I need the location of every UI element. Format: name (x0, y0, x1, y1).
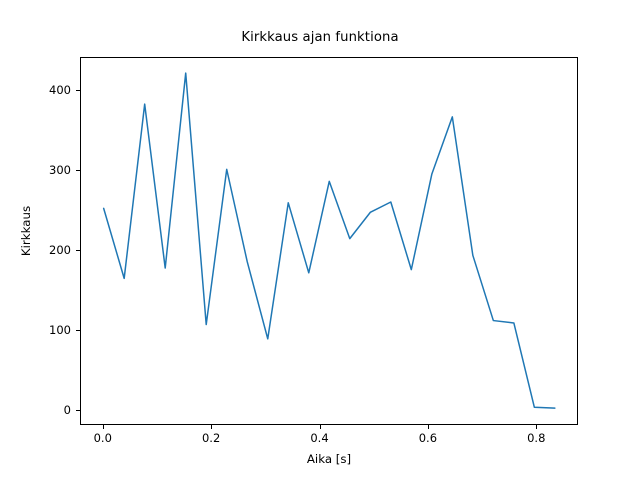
data-line-kirkkaus (104, 73, 555, 408)
y-tick-mark (76, 89, 80, 91)
x-tick-mark (536, 425, 538, 429)
plot-axes-area (80, 57, 578, 425)
line-plot-svg (81, 58, 577, 424)
y-tick-mark (76, 409, 80, 411)
x-tick-mark (427, 425, 429, 429)
y-axis-label: Kirkkaus (14, 0, 38, 480)
y-tick-label: 100 (49, 322, 71, 337)
y-tick-label: 200 (49, 242, 71, 257)
y-tick-mark (76, 329, 80, 331)
x-tick-label: 0.0 (93, 431, 112, 445)
x-axis-label: Aika [s] (306, 452, 352, 466)
x-tick-label: 0.6 (418, 431, 438, 445)
x-tick-mark (211, 425, 213, 429)
y-axis-label-text: Kirkkaus (19, 205, 34, 257)
y-tick-mark (76, 169, 80, 171)
y-axis-tick-label-layer: 0 100 200 300 400 (0, 0, 71, 480)
chart-title: Kirkkaus ajan funktiona (241, 30, 399, 45)
x-tick-label: 0.2 (201, 431, 221, 445)
x-tick-mark (319, 425, 321, 429)
y-tick-label: 400 (49, 82, 71, 97)
x-tick-label: 0.4 (310, 431, 329, 445)
y-tick-mark (76, 249, 80, 251)
x-tick-mark (102, 425, 104, 429)
x-tick-label: 0.8 (527, 431, 546, 445)
y-tick-label: 0 (63, 402, 71, 417)
y-tick-label: 300 (49, 162, 71, 177)
